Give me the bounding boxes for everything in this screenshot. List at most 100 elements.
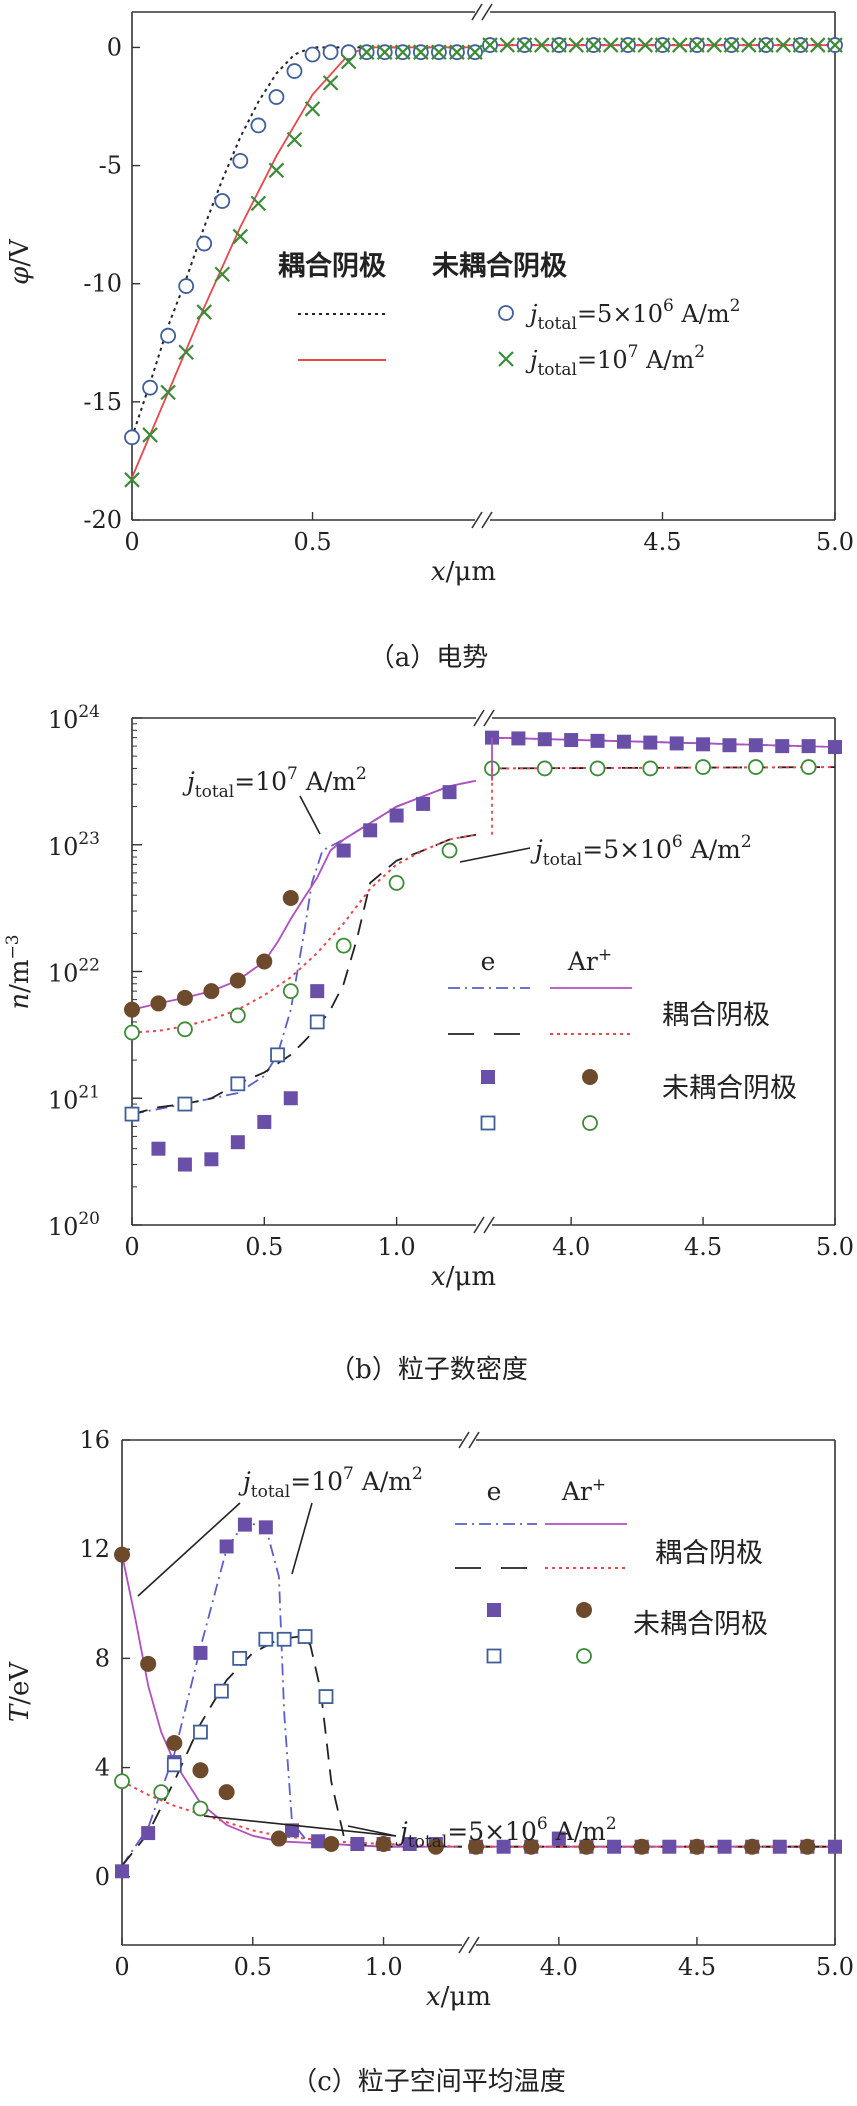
- annotation-1e7-c-unit: A/m: [354, 1467, 412, 1496]
- data-point-c-6-7: [318, 1689, 334, 1704]
- data-point-b-6-3: [270, 1047, 285, 1063]
- data-point-c-5-5: [270, 1830, 287, 1847]
- annotation-5e6-c-j: j: [395, 1817, 408, 1846]
- legend-marker-fsq-c: [487, 1603, 501, 1617]
- data-point-a-3-23: [533, 37, 550, 53]
- annotation-1e7-c-unit-exp: 2: [412, 1464, 423, 1484]
- data-point-a-3-35: [740, 37, 757, 53]
- data-point-c-4-8: [311, 1834, 326, 1849]
- chart-a: 0-5-10-15-200 0.5 4.5 5.0x/μmφ/V 耦合阴极 未耦合阴极jt…: [5, 3, 854, 587]
- x-axis-unit-a: /μm: [446, 557, 496, 587]
- data-point-a-3-1: [142, 427, 158, 443]
- y-axis-exp-b: −3: [3, 934, 23, 959]
- data-point-b-7-12: [747, 759, 764, 775]
- annotation-1e7-c-exp: 7: [343, 1464, 354, 1484]
- legend-col-e-b: e: [481, 947, 496, 976]
- y-tick-exp-b-2: 22: [78, 956, 100, 976]
- y-axis-label-a: φ/V: [5, 238, 35, 285]
- data-point-c-4-22: [717, 1839, 732, 1854]
- annotation-5e6-c-sub: total: [408, 1832, 447, 1852]
- data-point-b-5-0: [124, 1001, 140, 1018]
- y-axis-var-a: φ: [5, 266, 35, 285]
- annotation-5e6-b-unit: A/m: [683, 835, 741, 864]
- data-point-c-4-20: [662, 1839, 677, 1854]
- data-point-c-4-9: [350, 1837, 365, 1851]
- axis-break-mark-b-0-0: [473, 709, 485, 727]
- x-tick-label-c-2: 1.0: [364, 1953, 402, 1981]
- series-line-b-2-0: [131, 833, 477, 1115]
- x-tick-label-b-4: 4.5: [684, 1233, 722, 1261]
- data-point-b-4-14: [511, 731, 526, 746]
- data-point-a-3-13: [358, 44, 375, 60]
- data-point-c-6-5: [276, 1631, 292, 1647]
- data-point-a-3-8: [268, 162, 285, 179]
- y-axis-unit-c: /eV: [5, 1661, 35, 1705]
- y-tick-label-c-0: 16: [79, 1426, 110, 1454]
- legend-col-e-c: e: [487, 1477, 502, 1506]
- caption-b: （b）粒子数密度: [329, 1355, 528, 1385]
- annotation-5e6-c-unit-exp: 2: [606, 1814, 617, 1834]
- data-point-a-3-20: [482, 37, 498, 53]
- data-point-c-6-0: [166, 1757, 182, 1773]
- data-point-b-7-2: [229, 1007, 246, 1024]
- legend-col-ar-b: Ar+: [567, 945, 612, 976]
- data-point-c-5-3: [192, 1762, 209, 1779]
- data-point-a-3-22: [516, 37, 533, 53]
- data-point-c-5-14: [744, 1838, 761, 1855]
- data-point-a-2-2: [160, 327, 177, 344]
- data-point-b-7-10: [642, 760, 659, 777]
- legend-row-coupled-c: 耦合阴极: [655, 1538, 763, 1569]
- data-point-a-2-10: [304, 46, 321, 63]
- annotation-1e7-c-j: j: [238, 1467, 251, 1496]
- data-point-a-3-3: [178, 344, 194, 361]
- data-point-a-3-28: [620, 37, 636, 53]
- y-tick-label-c-3: 4: [95, 1754, 110, 1782]
- data-point-b-7-5: [388, 875, 405, 891]
- axis-break-mark-b-1-1: [483, 1216, 495, 1234]
- legend-label-1e7-a-unit-exp: 2: [694, 342, 705, 362]
- data-point-a-2-0: [124, 429, 140, 446]
- data-point-c-6-3: [232, 1650, 248, 1666]
- data-point-c-5-11: [578, 1838, 595, 1855]
- data-point-a-3-21: [499, 37, 516, 53]
- data-point-b-7-9: [589, 760, 606, 777]
- data-point-b-4-3: [204, 1152, 219, 1167]
- data-point-c-5-12: [633, 1838, 650, 1855]
- data-point-b-6-4: [309, 1014, 325, 1030]
- y-tick-exp-b-1: 21: [78, 1082, 100, 1102]
- legend-col-ar-c: Ar+: [561, 1475, 606, 1506]
- data-point-b-4-23: [748, 738, 763, 753]
- x-axis-var-c: x: [426, 1982, 441, 2012]
- x-tick-label-b-2: 1.0: [378, 1233, 416, 1261]
- data-point-b-4-11: [416, 796, 431, 811]
- legend-row-uncoupled-b: 未耦合阴极: [662, 1073, 797, 1104]
- data-point-c-5-10: [523, 1838, 540, 1855]
- data-point-a-3-9: [286, 131, 303, 148]
- y-tick-label-a-2: -10: [83, 270, 122, 298]
- data-point-b-4-17: [590, 733, 605, 748]
- data-point-c-6-4: [258, 1631, 274, 1647]
- y-tick-base-b-1: 10: [48, 1086, 79, 1114]
- legend-label-5e6-a-eq: =5×10: [577, 300, 663, 328]
- legend-label-5e6-a-sub: total: [537, 314, 576, 334]
- annotation-1e7-b-j: j: [182, 767, 195, 796]
- data-point-c-4-5: [237, 1517, 252, 1532]
- y-tick-base-b-2: 10: [48, 960, 79, 988]
- y-tick-label-a-4: -20: [83, 506, 122, 534]
- data-point-c-4-0: [115, 1864, 129, 1879]
- data-point-c-5-8: [427, 1838, 444, 1855]
- data-point-c-6-2: [213, 1683, 229, 1699]
- data-point-a-2-12: [340, 44, 357, 61]
- data-point-b-4-21: [696, 737, 711, 752]
- data-point-b-4-6: [283, 1091, 298, 1106]
- data-point-a-3-5: [214, 266, 231, 283]
- data-point-a-2-9: [286, 63, 303, 79]
- x-tick-label-a-0: 0: [124, 528, 139, 556]
- x-axis-var-b: x: [431, 1262, 446, 1292]
- data-point-b-4-18: [616, 734, 631, 749]
- legend-label-1e7-a-exp: 7: [628, 342, 639, 362]
- data-point-b-7-3: [282, 983, 299, 1000]
- data-point-b-5-3: [203, 983, 220, 1000]
- data-point-c-4-3: [193, 1645, 208, 1660]
